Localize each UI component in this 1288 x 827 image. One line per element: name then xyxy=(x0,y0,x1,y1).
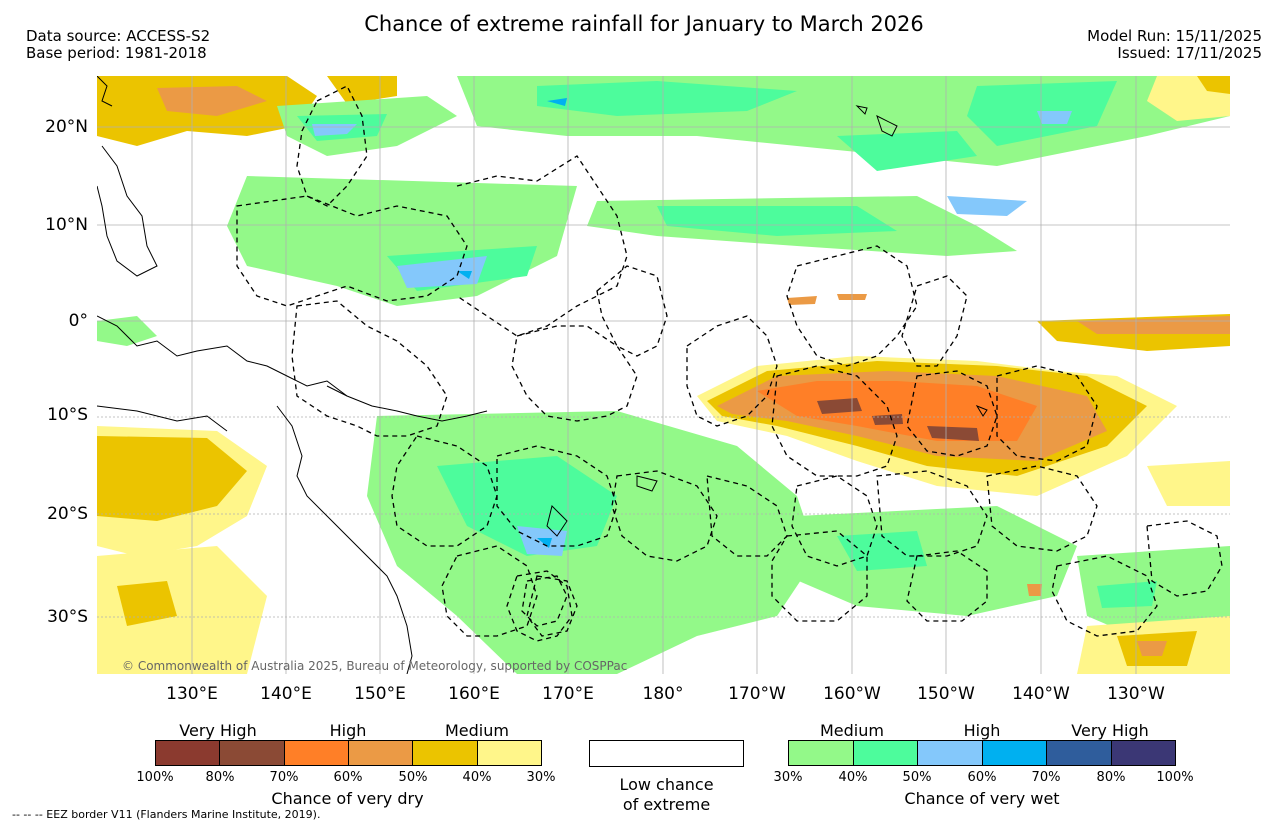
dry-tick-40: 40% xyxy=(462,770,492,785)
source-info: Data source: ACCESS-S2 Base period: 1981… xyxy=(26,28,210,62)
dry-legend-header-high: High xyxy=(329,721,367,740)
lon-label-140e: 140°E xyxy=(260,684,312,704)
dry-tick-100: 100% xyxy=(136,770,174,785)
dry-tick-70: 70% xyxy=(269,770,299,785)
wet-legend-header-very-high: Very High xyxy=(1071,721,1149,740)
dry-tick-80: 80% xyxy=(205,770,235,785)
lon-label-160w: 160°W xyxy=(823,684,881,704)
data-source: Data source: ACCESS-S2 xyxy=(26,27,211,45)
lat-label-0: 0° xyxy=(68,311,88,331)
base-period: Base period: 1981-2018 xyxy=(26,44,207,62)
lat-label-20n: 20°N xyxy=(45,117,88,137)
dry-legend-title: Chance of very dry xyxy=(271,789,424,808)
lat-label-30s: 30°S xyxy=(47,607,88,627)
wet-tick-40: 40% xyxy=(838,770,868,785)
issued-date: Issued: 17/11/2025 xyxy=(1117,44,1262,62)
dry-swatch-5 xyxy=(413,741,478,765)
lon-label-130w: 130°W xyxy=(1107,684,1165,704)
lon-label-170w: 170°W xyxy=(728,684,786,704)
dry-colorbar xyxy=(155,740,542,766)
model-run: Model Run: 15/11/2025 xyxy=(1087,27,1262,45)
wet-colorbar xyxy=(788,740,1176,766)
dry-region-north-east xyxy=(1147,76,1230,121)
wet-tick-100: 100% xyxy=(1156,770,1194,785)
wet-swatch-5 xyxy=(1047,741,1112,765)
wet-legend-title: Chance of very wet xyxy=(904,789,1060,808)
dry-swatch-4 xyxy=(348,741,414,765)
lat-label-10s: 10°S xyxy=(47,405,88,425)
map-copyright: © Commonwealth of Australia 2025, Bureau… xyxy=(122,659,628,673)
wet-swatch-2 xyxy=(853,741,918,765)
rainfall-map xyxy=(97,76,1230,674)
low-chance-label: Low chance of extreme xyxy=(589,775,744,815)
lon-label-140w: 140°W xyxy=(1012,684,1070,704)
lon-label-160e: 160°E xyxy=(448,684,500,704)
low-chance-swatch xyxy=(589,740,744,767)
lon-label-150e: 150°E xyxy=(354,684,406,704)
dry-swatch-3 xyxy=(284,741,349,765)
wet-swatch-3 xyxy=(918,741,983,765)
low-chance-line1: Low chance xyxy=(619,775,714,794)
wet-tick-60: 60% xyxy=(967,770,997,785)
dry-tick-50: 50% xyxy=(398,770,428,785)
wet-band-south xyxy=(367,411,1230,674)
dry-swatch-6 xyxy=(477,741,541,765)
wet-tick-80: 80% xyxy=(1096,770,1126,785)
lon-label-170e: 170°E xyxy=(542,684,594,704)
wet-swatch-4 xyxy=(982,741,1047,765)
wet-legend-header-high: High xyxy=(963,721,1001,740)
wet-tick-50: 50% xyxy=(902,770,932,785)
eez-borders xyxy=(236,85,1223,642)
dry-swatch-2 xyxy=(220,741,285,765)
dry-tick-30: 30% xyxy=(526,770,556,785)
lat-label-10n: 10°N xyxy=(45,215,88,235)
chart-title: Chance of extreme rainfall for January t… xyxy=(364,12,924,36)
wet-swatch-6 xyxy=(1111,741,1175,765)
lon-label-180: 180° xyxy=(642,684,684,704)
dry-region-south-east xyxy=(1027,461,1230,674)
dry-region-south-west xyxy=(97,316,267,674)
coastlines xyxy=(97,76,988,674)
dry-tick-60: 60% xyxy=(333,770,363,785)
lon-label-130e: 130°E xyxy=(166,684,218,704)
dry-region-north-west xyxy=(97,76,397,146)
low-chance-line2: of extreme xyxy=(622,795,711,814)
dry-region-equatorial-east xyxy=(787,294,1230,351)
run-info: Model Run: 15/11/2025 Issued: 17/11/2025 xyxy=(1087,28,1262,62)
dry-legend-header-medium: Medium xyxy=(445,721,509,740)
lat-label-20s: 20°S xyxy=(47,504,88,524)
dry-swatch-1 xyxy=(156,741,221,765)
wet-legend-header-medium: Medium xyxy=(820,721,884,740)
wet-tick-70: 70% xyxy=(1031,770,1061,785)
dry-region-central-pacific xyxy=(697,356,1177,496)
eez-note: -- -- -- EEZ border V11 (Flanders Marine… xyxy=(12,808,321,821)
dry-legend-header-very-high: Very High xyxy=(179,721,257,740)
wet-tick-30: 30% xyxy=(773,770,803,785)
wet-swatch-1 xyxy=(789,741,854,765)
lon-label-150w: 150°W xyxy=(917,684,975,704)
